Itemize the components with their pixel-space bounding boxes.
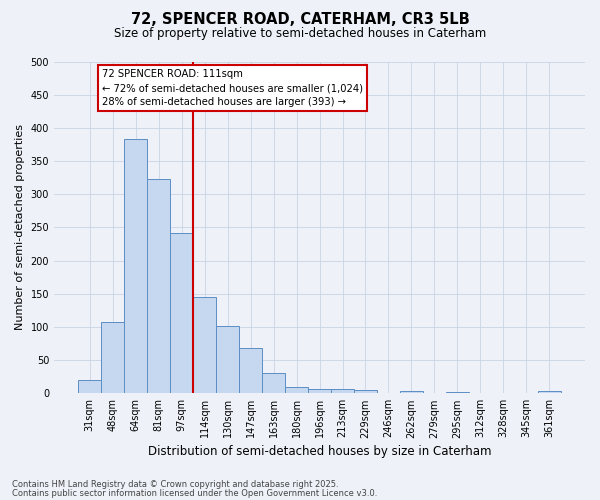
Bar bbox=[147, 179, 170, 394]
Bar bbox=[78, 380, 101, 394]
Bar bbox=[193, 297, 216, 394]
Bar bbox=[124, 139, 147, 394]
Bar bbox=[308, 390, 331, 394]
Bar bbox=[216, 326, 239, 394]
Bar bbox=[262, 374, 285, 394]
Bar bbox=[538, 390, 561, 394]
Bar bbox=[331, 390, 354, 394]
Text: Size of property relative to semi-detached houses in Caterham: Size of property relative to semi-detach… bbox=[114, 28, 486, 40]
Bar bbox=[354, 390, 377, 394]
Text: 72 SPENCER ROAD: 111sqm
← 72% of semi-detached houses are smaller (1,024)
28% of: 72 SPENCER ROAD: 111sqm ← 72% of semi-de… bbox=[103, 70, 364, 108]
Text: 72, SPENCER ROAD, CATERHAM, CR3 5LB: 72, SPENCER ROAD, CATERHAM, CR3 5LB bbox=[131, 12, 469, 28]
Bar bbox=[101, 322, 124, 394]
Text: Contains public sector information licensed under the Open Government Licence v3: Contains public sector information licen… bbox=[12, 489, 377, 498]
Y-axis label: Number of semi-detached properties: Number of semi-detached properties bbox=[15, 124, 25, 330]
Bar bbox=[446, 392, 469, 394]
Bar bbox=[400, 392, 423, 394]
Bar bbox=[170, 232, 193, 394]
Text: Contains HM Land Registry data © Crown copyright and database right 2025.: Contains HM Land Registry data © Crown c… bbox=[12, 480, 338, 489]
Bar bbox=[285, 386, 308, 394]
X-axis label: Distribution of semi-detached houses by size in Caterham: Distribution of semi-detached houses by … bbox=[148, 444, 491, 458]
Bar bbox=[239, 348, 262, 394]
